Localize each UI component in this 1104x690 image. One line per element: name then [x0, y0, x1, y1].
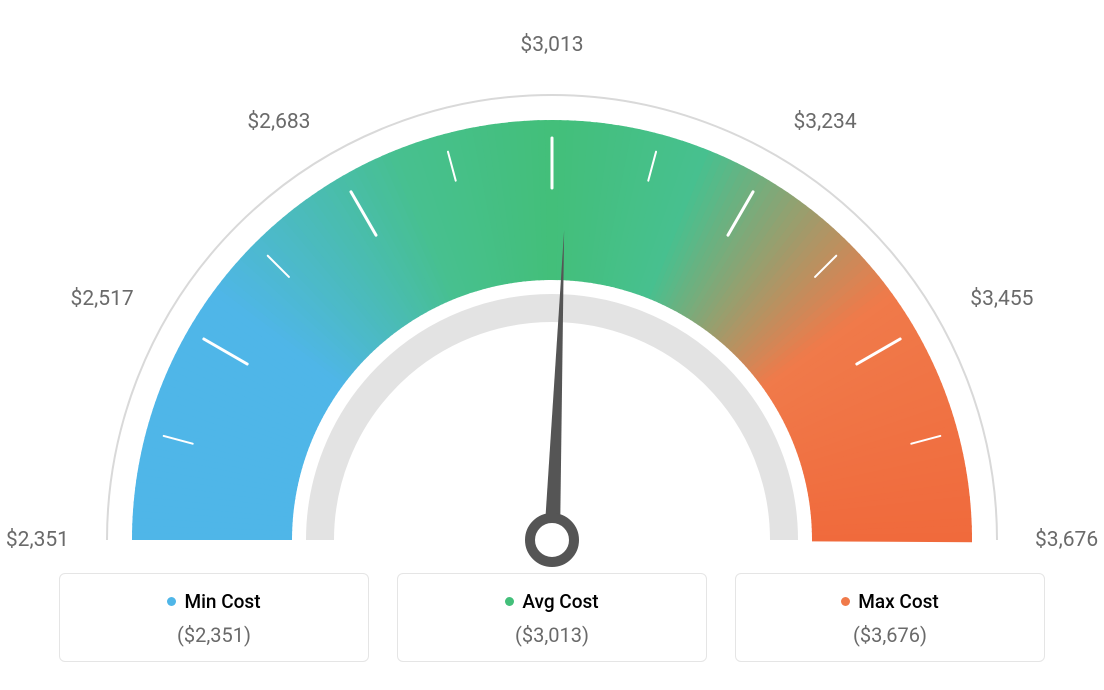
gauge-scale-label: $2,683 [247, 110, 310, 134]
legend-value-avg: ($3,013) [408, 623, 696, 647]
legend-card-min: Min Cost ($2,351) [59, 573, 369, 662]
gauge-scale-label: $3,676 [1035, 528, 1098, 552]
legend-card-avg: Avg Cost ($3,013) [397, 573, 707, 662]
legend-row: Min Cost ($2,351) Avg Cost ($3,013) Max … [59, 573, 1045, 662]
legend-value-min: ($2,351) [70, 623, 358, 647]
legend-card-max: Max Cost ($3,676) [735, 573, 1045, 662]
legend-dot-avg [505, 597, 514, 606]
legend-label-max: Max Cost [858, 590, 938, 613]
gauge-scale-label: $2,517 [71, 287, 134, 311]
legend-label-min: Min Cost [184, 590, 260, 613]
gauge-scale-label: $3,013 [520, 33, 583, 57]
legend-dot-min [167, 597, 176, 606]
gauge-svg [42, 40, 1062, 600]
legend-dot-max [841, 597, 850, 606]
legend-label-avg: Avg Cost [522, 590, 598, 613]
gauge-scale-label: $2,351 [6, 528, 69, 552]
gauge-scale-label: $3,234 [794, 110, 857, 134]
cost-gauge: $2,351 $2,517 $2,683 $3,013 $3,234 $3,455 $3,6… [0, 0, 1104, 560]
legend-value-max: ($3,676) [746, 623, 1034, 647]
gauge-scale-label: $3,455 [970, 287, 1033, 311]
